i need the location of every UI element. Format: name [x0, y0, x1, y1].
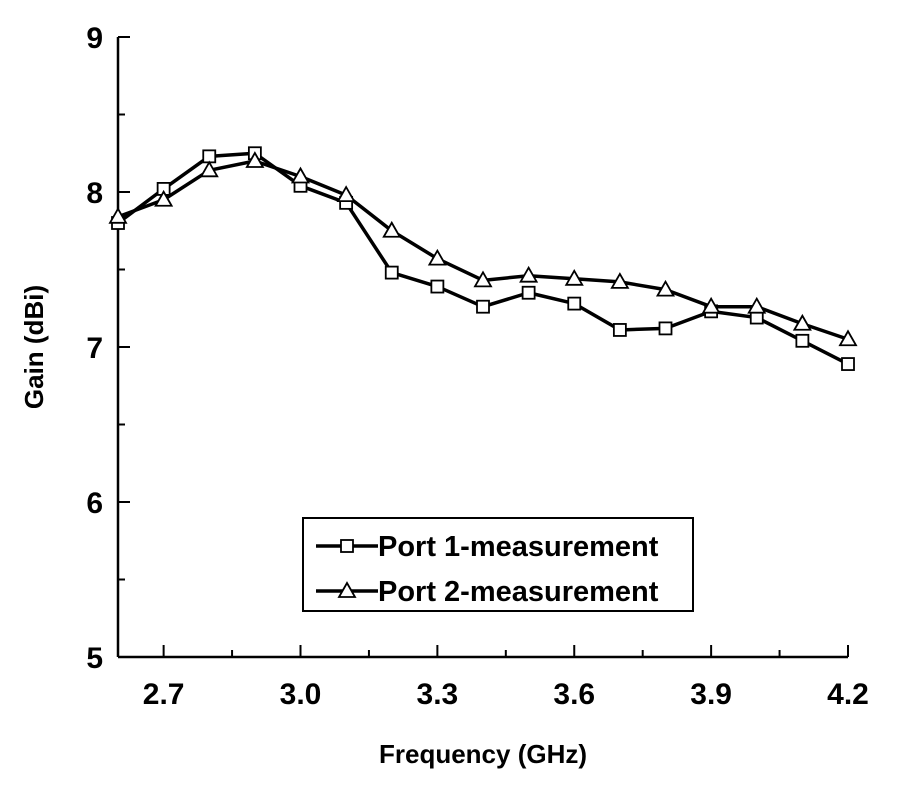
y-tick-label: 9: [86, 22, 103, 55]
data-point: [564, 268, 584, 286]
data-point: [655, 279, 676, 297]
tick-marks: [118, 36, 849, 658]
x-axis-title: Frequency (GHz): [379, 739, 587, 769]
data-point: [841, 357, 855, 371]
x-tick-label: 2.7: [143, 678, 185, 711]
data-point: [747, 296, 767, 314]
data-point: [658, 321, 673, 336]
data-point: [521, 285, 536, 300]
x-tick-label: 3.0: [280, 678, 322, 711]
x-tick-label: 3.9: [690, 678, 732, 711]
series-layer: [108, 146, 858, 371]
data-point: [384, 265, 399, 280]
y-tick-label: 5: [86, 642, 103, 675]
x-tick-label: 3.3: [417, 678, 459, 711]
data-point: [519, 265, 539, 283]
data-point: [610, 272, 630, 289]
data-point: [154, 189, 174, 207]
data-point: [290, 166, 311, 184]
legend-label: Port 2-measurement: [378, 576, 659, 608]
series-2: [108, 151, 858, 347]
legend: Port 1-measurement Port 2-measurement: [302, 517, 694, 612]
data-point: [430, 279, 445, 294]
data-point: [612, 323, 627, 337]
y-tick-label: 8: [86, 177, 103, 210]
series-line: [116, 151, 849, 366]
y-tick-label: 7: [86, 332, 103, 365]
data-point: [382, 220, 402, 238]
y-axis-title: Gain (dBi): [19, 285, 49, 409]
data-point: [838, 329, 858, 347]
data-point: [701, 296, 721, 314]
data-point: [792, 313, 812, 331]
data-point: [795, 333, 810, 348]
legend-marker: [340, 539, 354, 553]
data-point: [476, 299, 490, 314]
data-point: [567, 296, 582, 311]
legend-box: [302, 517, 694, 612]
data-point: [427, 248, 447, 266]
data-point: [245, 151, 265, 168]
legend-entry-1: Port 1-measurement: [316, 531, 659, 563]
data-point: [108, 206, 128, 224]
x-tick-label: 4.2: [827, 678, 869, 711]
data-point: [199, 160, 219, 178]
legend-entry-2: Port 2-measurement: [316, 576, 659, 608]
data-point: [336, 185, 356, 203]
data-point: [473, 270, 493, 288]
legend-label: Port 1-measurement: [378, 531, 659, 563]
legend-marker: [337, 581, 357, 598]
legend-entries: Port 1-measurement Port 2-measurement: [316, 531, 659, 608]
x-tick-label: 3.6: [553, 678, 595, 711]
y-tick-label: 6: [86, 487, 103, 520]
tick-labels: 2.7 3.0 3.3 3.6 3.9 4.2 5 6 7 8 9: [86, 22, 869, 711]
series-1: [111, 146, 855, 371]
